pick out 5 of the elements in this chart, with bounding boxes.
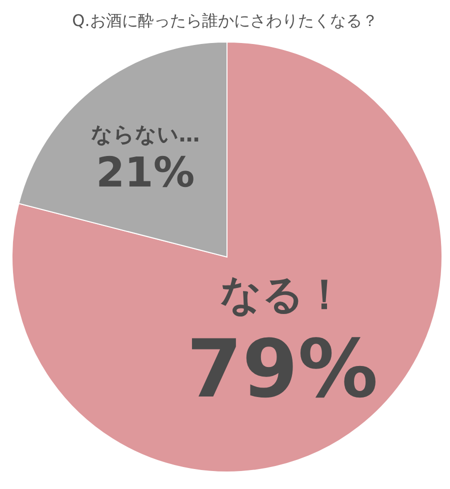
data-label: 79%: [186, 322, 378, 416]
chart-title: Q.お酒に酔ったら誰かにさわりたくなる？: [72, 11, 378, 30]
slice-label: なる！: [220, 270, 345, 318]
data-label: 21%: [96, 148, 195, 197]
slice-label: ならない…: [90, 121, 200, 146]
